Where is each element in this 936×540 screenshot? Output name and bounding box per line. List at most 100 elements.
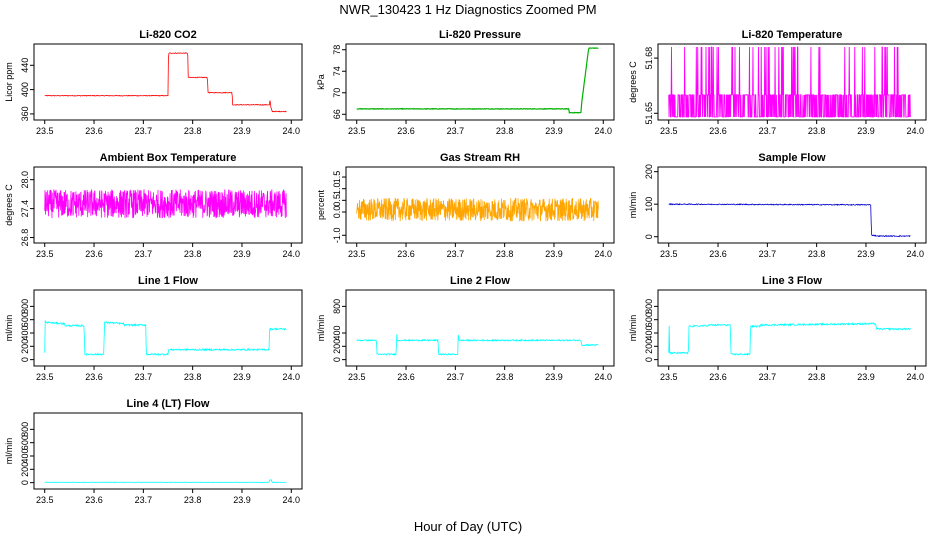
- x-tick-label: 23.5: [36, 126, 54, 136]
- x-tick-label: 23.8: [184, 126, 202, 136]
- x-tick-label: 24.0: [283, 126, 301, 136]
- x-tick-label: 23.5: [660, 249, 678, 259]
- series-line: [356, 197, 599, 222]
- y-tick-label: 800: [644, 299, 654, 314]
- x-tick-label: 23.8: [496, 249, 514, 259]
- panel-title: Li-820 Temperature: [742, 29, 843, 41]
- y-axis-label: Licor ppm: [4, 62, 14, 102]
- chart-panel: Sample Flow 23.5 23.6 23.7 23.8 23.9 24.0 0 100 2…: [628, 152, 927, 259]
- panel-title: Line 3 Flow: [762, 275, 822, 287]
- series-line: [356, 334, 599, 356]
- x-tick-label: 23.7: [759, 372, 777, 382]
- x-tick-label: 23.8: [808, 372, 826, 382]
- series-line: [44, 319, 287, 356]
- x-tick-label: 23.9: [857, 372, 875, 382]
- y-tick-label: 1.0: [332, 182, 342, 195]
- x-tick-label: 23.5: [348, 249, 366, 259]
- x-tick-label: 23.9: [545, 249, 563, 259]
- x-tick-label: 23.5: [660, 126, 678, 136]
- chart-panel: Line 3 Flow 23.5 23.6 23.7 23.8 23.9 24.0 0 2004…: [628, 275, 927, 382]
- x-tick-label: 23.9: [545, 372, 563, 382]
- x-tick-label: 23.8: [184, 249, 202, 259]
- y-tick-label: 200: [20, 339, 30, 354]
- y-axis-label: ml/min: [4, 315, 14, 342]
- series-line: [356, 47, 599, 114]
- y-tick-label: 800: [20, 299, 30, 314]
- plot-frame: [33, 289, 303, 367]
- y-tick-label: 400: [644, 325, 654, 340]
- y-tick-label: 200: [644, 339, 654, 354]
- plot-frame: [657, 289, 927, 367]
- y-tick-label: 0: [332, 357, 342, 362]
- x-tick-label: 23.7: [447, 249, 465, 259]
- figure-xlabel: Hour of Day (UTC): [414, 519, 522, 534]
- y-axis-label: ml/min: [628, 315, 638, 342]
- x-tick-label: 23.8: [808, 249, 826, 259]
- y-tick-label: 66: [332, 109, 342, 119]
- plot-frame: [345, 166, 615, 244]
- y-tick-label: 600: [644, 312, 654, 327]
- y-tick-label: 28.0: [20, 171, 30, 189]
- y-axis-label: kPa: [316, 74, 326, 90]
- plot-frame: [33, 166, 303, 244]
- series-line: [668, 322, 911, 356]
- y-tick-label: 78: [332, 45, 342, 55]
- plot-frame: [33, 43, 303, 121]
- chart-panel: Line 1 Flow 23.5 23.6 23.7 23.8 23.9 24.0 0 2004…: [4, 275, 303, 382]
- x-tick-label: 23.7: [759, 126, 777, 136]
- y-axis-label: ml/min: [316, 315, 326, 342]
- x-tick-label: 24.0: [283, 249, 301, 259]
- x-tick-label: 23.8: [496, 372, 514, 382]
- y-tick-label: 400: [20, 448, 30, 463]
- x-tick-label: 23.5: [36, 495, 54, 505]
- x-tick-label: 23.9: [545, 126, 563, 136]
- x-tick-label: 23.6: [85, 495, 103, 505]
- y-tick-label: 600: [20, 312, 30, 327]
- x-tick-label: 24.0: [595, 126, 613, 136]
- y-tick-label: 400: [332, 325, 342, 340]
- x-tick-label: 23.6: [85, 372, 103, 382]
- y-tick-label: 0: [644, 357, 654, 362]
- panel-title: Line 4 (LT) Flow: [127, 398, 210, 410]
- y-tick-label: 0: [20, 357, 30, 362]
- x-tick-label: 23.9: [857, 126, 875, 136]
- y-tick-label: 200: [332, 339, 342, 354]
- x-tick-label: 23.5: [36, 249, 54, 259]
- y-tick-label: 400: [20, 82, 30, 97]
- panel-title: Sample Flow: [758, 152, 826, 164]
- x-tick-label: 23.7: [135, 372, 153, 382]
- y-tick-label: 200: [20, 462, 30, 477]
- y-axis-label: degrees C: [628, 61, 638, 103]
- x-tick-label: 23.6: [709, 126, 727, 136]
- x-tick-label: 23.9: [233, 495, 251, 505]
- panel-title: Li-820 CO2: [139, 29, 196, 41]
- x-tick-label: 24.0: [907, 372, 925, 382]
- x-tick-label: 23.6: [709, 372, 727, 382]
- chart-panel: Li-820 CO2 23.5 23.6 23.7 23.8 23.9 24.0 360 400…: [4, 29, 303, 136]
- y-tick-label: 27.4: [20, 200, 30, 218]
- panel-title: Line 1 Flow: [138, 275, 198, 287]
- chart-panel: Gas Stream RH 23.5 23.6 23.7 23.8 23.9 24.0 -1.…: [316, 152, 615, 259]
- y-tick-label: 100: [644, 197, 654, 212]
- chart-panel: Li-820 Pressure 23.5 23.6 23.7 23.8 23.9 24.0 6…: [316, 29, 615, 136]
- y-tick-label: 51.65: [644, 102, 654, 125]
- panel-grid: Li-820 CO2 23.5 23.6 23.7 23.8 23.9 24.0 360 400…: [4, 29, 927, 505]
- x-tick-label: 23.5: [660, 372, 678, 382]
- figure-title: NWR_130423 1 Hz Diagnostics Zoomed PM: [339, 2, 596, 17]
- plot-frame: [657, 43, 927, 121]
- x-tick-label: 23.6: [397, 249, 415, 259]
- x-tick-label: 23.8: [808, 126, 826, 136]
- chart-panel: Li-820 Temperature 23.5 23.6 23.7 23.8 23.9 24…: [628, 29, 927, 136]
- y-tick-label: 800: [332, 299, 342, 314]
- series-line: [44, 52, 287, 113]
- y-tick-label: 74: [332, 66, 342, 76]
- x-tick-label: 23.7: [135, 249, 153, 259]
- x-tick-label: 24.0: [283, 495, 301, 505]
- y-axis-label: degrees C: [4, 184, 14, 226]
- y-tick-label: 200: [644, 164, 654, 179]
- x-tick-label: 23.7: [135, 126, 153, 136]
- x-tick-label: 24.0: [595, 249, 613, 259]
- x-tick-label: 23.6: [85, 126, 103, 136]
- panel-title: Ambient Box Temperature: [100, 152, 237, 164]
- y-tick-label: 26.8: [20, 229, 30, 247]
